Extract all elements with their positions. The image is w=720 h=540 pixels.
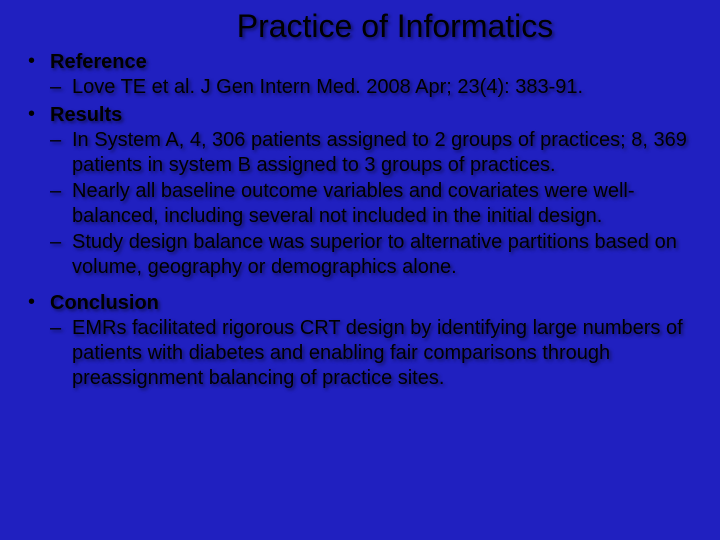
bullet-heading: Reference bbox=[50, 49, 692, 75]
bullet-heading: Conclusion bbox=[50, 290, 692, 316]
sub-item: Nearly all baseline outcome variables an… bbox=[50, 179, 692, 229]
sub-item: Love TE et al. J Gen Intern Med. 2008 Ap… bbox=[50, 75, 692, 100]
sub-list: EMRs facilitated rigorous CRT design by … bbox=[50, 316, 692, 391]
sub-item: Study design balance was superior to alt… bbox=[50, 230, 692, 280]
bullet-list: Reference Love TE et al. J Gen Intern Me… bbox=[28, 49, 692, 391]
slide-title: Practice of Informatics bbox=[28, 8, 692, 45]
list-item: Conclusion EMRs facilitated rigorous CRT… bbox=[28, 290, 692, 391]
list-item: Reference Love TE et al. J Gen Intern Me… bbox=[28, 49, 692, 100]
sub-item: EMRs facilitated rigorous CRT design by … bbox=[50, 316, 692, 391]
sub-list: Love TE et al. J Gen Intern Med. 2008 Ap… bbox=[50, 75, 692, 100]
sub-item: In System A, 4, 306 patients assigned to… bbox=[50, 128, 692, 178]
sub-list: In System A, 4, 306 patients assigned to… bbox=[50, 128, 692, 280]
list-item: Results In System A, 4, 306 patients ass… bbox=[28, 102, 692, 280]
bullet-heading: Results bbox=[50, 102, 692, 128]
